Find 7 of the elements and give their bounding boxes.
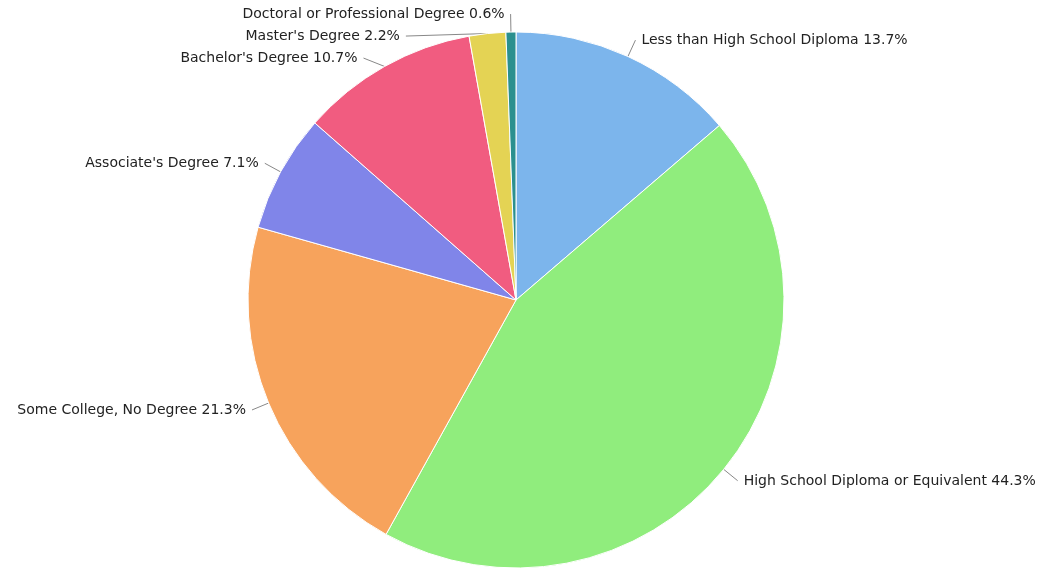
slice-label: Some College, No Degree 21.3%: [17, 400, 246, 417]
slice-label: Associate's Degree 7.1%: [85, 154, 259, 171]
slice-label: Less than High School Diploma 13.7%: [641, 31, 908, 48]
slice-label: Master's Degree 2.2%: [245, 27, 400, 44]
slice-label: High School Diploma or Equivalent 44.3%: [743, 471, 1036, 488]
slice-label: Doctoral or Professional Degree 0.6%: [242, 5, 505, 22]
slice-label: Bachelor's Degree 10.7%: [180, 49, 358, 66]
